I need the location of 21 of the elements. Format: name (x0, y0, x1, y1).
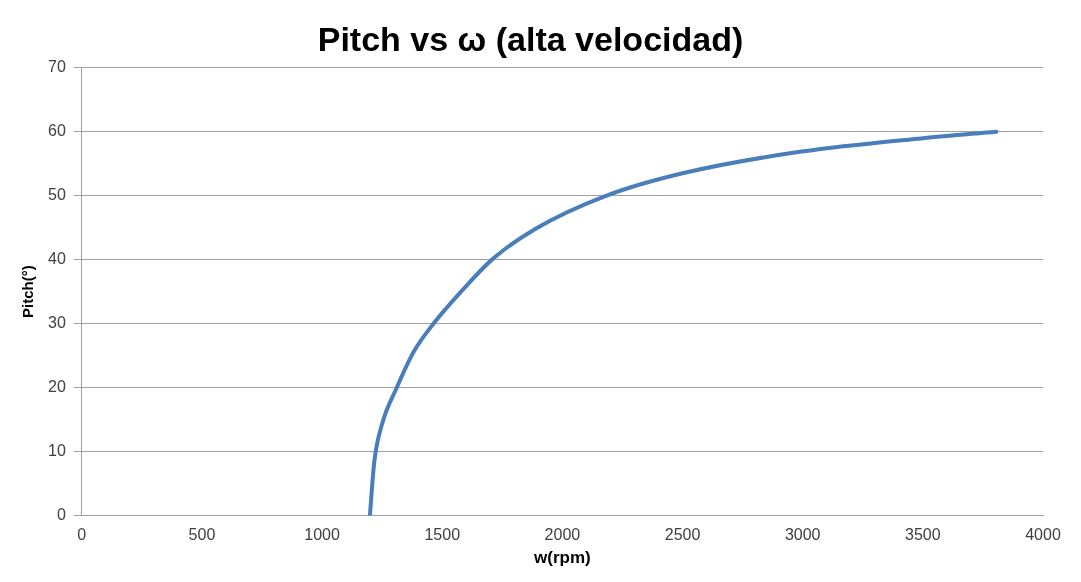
y-tick-label: 20 (48, 377, 66, 395)
chart-title: Pitch vs ω (alta velocidad) (317, 19, 744, 58)
y-axis-title: Pitch(°) (19, 265, 37, 318)
x-tick-label: 3500 (905, 526, 941, 544)
y-tick-label: 50 (48, 186, 66, 204)
x-tick-label: 4000 (1025, 526, 1061, 544)
x-tick-label: 1500 (424, 526, 461, 544)
x-tick-label: 500 (188, 526, 216, 544)
x-tick-label: 1000 (304, 526, 340, 544)
x-axis-title: w(rpm) (533, 548, 591, 568)
y-tick-label: 0 (56, 505, 66, 523)
x-tick-label: 3000 (784, 526, 821, 544)
line-series (367, 129, 999, 516)
x-tick-label: 2500 (664, 526, 701, 544)
y-tick-label: 40 (48, 250, 66, 268)
y-tick-label: 30 (48, 313, 66, 331)
x-tick-label: 2000 (544, 526, 581, 544)
x-tick-label: 0 (77, 526, 87, 544)
y-tick-label: 70 (48, 58, 66, 76)
y-tick-label: 60 (48, 122, 66, 140)
y-tick-label: 10 (48, 441, 66, 459)
